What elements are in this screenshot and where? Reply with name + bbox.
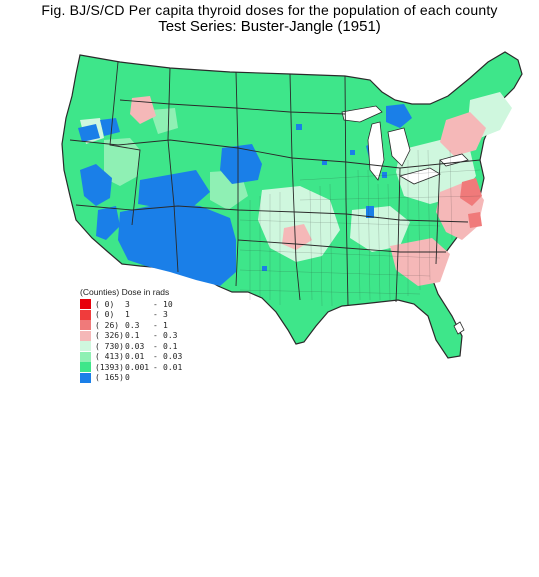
dose-zone-0.3-1 — [460, 178, 482, 228]
figure-title: Fig. BJ/S/CD Per capita thyroid doses fo… — [41, 2, 498, 18]
lake-okeechobee — [453, 321, 465, 335]
legend-count: ( 26) — [95, 320, 120, 330]
legend-title: (Counties) Dose in rads — [80, 287, 170, 297]
legend-swatch — [80, 372, 91, 383]
legend-low: 0.3 — [125, 320, 140, 330]
legend-dash: - — [153, 352, 158, 362]
legend-high: 0.01 — [163, 362, 183, 372]
legend: (Counties) Dose in rads ( 0) 3-10( 0) 1-3(… — [80, 287, 182, 383]
legend-dash: - — [153, 331, 158, 341]
legend-high: 0.03 — [163, 352, 183, 362]
dose-zone-0.01-0.03 — [104, 108, 248, 210]
legend-item: ( 730) 0.03-0.1 — [80, 341, 182, 352]
legend-swatch — [80, 362, 91, 373]
legend-low: 0.03 — [125, 341, 145, 351]
legend-swatch — [80, 299, 91, 310]
legend-swatch — [80, 330, 91, 341]
legend-item: ( 0) 3 -10 — [80, 299, 182, 310]
legend-item: (1393) 0.001-0.01 — [80, 362, 182, 373]
legend-count: (1393) — [95, 362, 124, 372]
legend-high: 0.1 — [163, 341, 178, 351]
legend-swatch — [80, 341, 91, 352]
legend-count: ( 0) — [95, 310, 115, 320]
figure-subtitle: Test Series: Buster-Jangle (1951) — [158, 18, 381, 35]
legend-swatch — [80, 320, 91, 331]
county-lines — [239, 149, 481, 307]
legend-item: ( 26) 0.3 -1 — [80, 320, 182, 331]
legend-high: 1 — [163, 320, 168, 330]
legend-dash: - — [153, 320, 158, 330]
legend-high: 0.3 — [163, 331, 178, 341]
legend-item: ( 413) 0.01-0.03 — [80, 351, 183, 363]
legend-count: ( 326) — [95, 331, 124, 341]
legend-item: ( 165) 0 — [80, 372, 182, 384]
state-borders — [69, 61, 481, 307]
legend-low: 0.01 — [125, 352, 145, 362]
legend-dash: - — [153, 299, 158, 309]
legend-low: 1 — [125, 310, 130, 320]
legend-dash: - — [153, 362, 158, 372]
legend-low: 0 — [125, 373, 130, 383]
legend-count: ( 413) — [95, 352, 124, 362]
legend-count: ( 0) — [95, 299, 115, 309]
legend-swatch — [80, 351, 91, 362]
legend-low: 3 — [125, 299, 130, 309]
legend-high: 3 — [163, 310, 168, 320]
legend-count: ( 165) — [95, 373, 124, 383]
legend-low: 0.1 — [125, 331, 140, 341]
legend-item: ( 0) 1 -3 — [80, 309, 182, 321]
legend-high: 10 — [163, 299, 173, 309]
legend-swatch — [80, 309, 91, 320]
legend-item: ( 326) 0.1 -0.3 — [80, 330, 182, 342]
legend-count: ( 730) — [95, 341, 124, 351]
legend-dash: - — [153, 310, 158, 320]
legend-dash: - — [153, 341, 158, 351]
legend-low: 0.001 — [125, 362, 150, 372]
